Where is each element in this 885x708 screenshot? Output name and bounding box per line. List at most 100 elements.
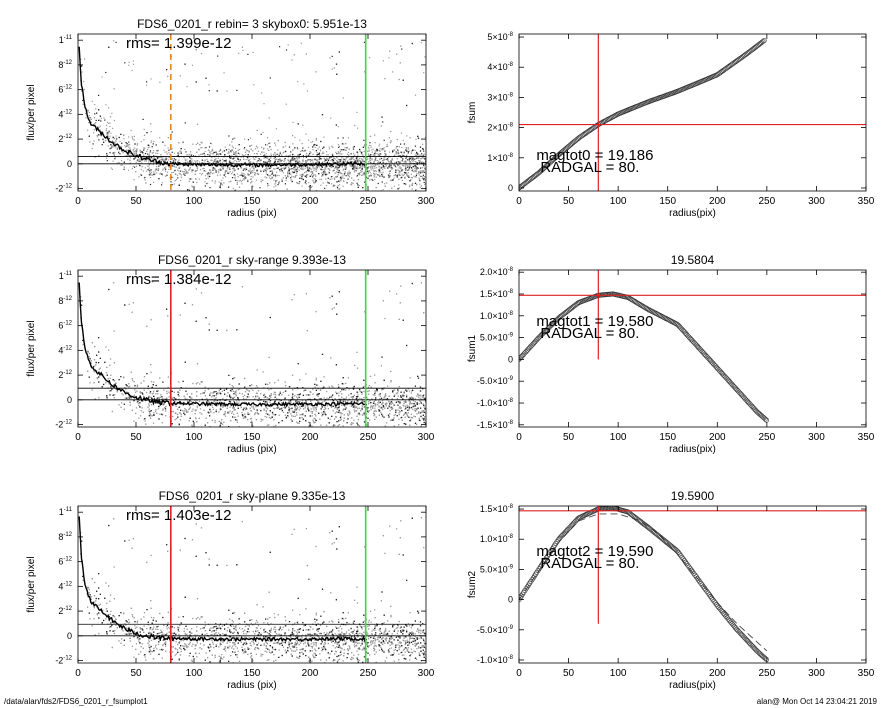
pixel-point xyxy=(294,175,297,177)
pixel-point xyxy=(153,140,155,143)
pixel-point xyxy=(305,171,307,173)
pixel-point xyxy=(292,135,294,137)
pixel-point xyxy=(315,170,317,172)
pixel-point xyxy=(403,183,405,185)
pixel-point xyxy=(172,165,174,167)
pixel-point xyxy=(376,148,378,150)
pixel-point xyxy=(184,63,186,65)
pixel-point xyxy=(423,166,425,168)
pixel-point xyxy=(416,162,418,164)
pixel-point xyxy=(326,151,328,153)
pixel-point xyxy=(215,169,217,171)
pixel-point xyxy=(292,194,293,195)
pixel-point xyxy=(411,169,413,172)
pixel-point xyxy=(252,171,254,173)
pixel-point xyxy=(246,150,248,152)
pixel-point xyxy=(362,172,364,175)
pixel-point xyxy=(363,181,366,183)
pixel-point xyxy=(98,154,100,157)
pixel-point xyxy=(263,161,266,164)
growth-curve-point xyxy=(761,38,767,44)
pixel-point xyxy=(188,162,190,164)
pixel-point xyxy=(252,176,254,178)
pixel-point xyxy=(148,160,150,162)
pixel-point xyxy=(274,142,276,144)
pixel-point xyxy=(132,149,134,151)
pixel-point xyxy=(270,178,272,180)
pixel-point xyxy=(334,199,335,200)
pixel-point xyxy=(299,161,301,163)
pixel-point xyxy=(412,160,415,162)
pixel-point xyxy=(371,159,373,161)
pixel-point xyxy=(417,156,419,158)
pixel-point xyxy=(379,143,381,145)
pixel-point xyxy=(113,152,115,154)
pixel-point xyxy=(171,158,173,160)
pixel-point xyxy=(289,160,292,162)
pixel-point xyxy=(234,177,236,179)
pixel-point xyxy=(205,431,206,432)
pixel-point xyxy=(340,175,342,177)
pixel-point xyxy=(329,57,331,59)
pixel-point xyxy=(375,186,377,189)
pixel-point xyxy=(411,150,413,152)
pixel-point xyxy=(178,159,180,161)
pixel-point xyxy=(190,158,192,160)
pixel-point xyxy=(333,160,335,162)
pixel-point xyxy=(336,156,338,158)
pixel-point xyxy=(276,180,278,182)
pixel-point xyxy=(154,173,156,175)
pixel-point xyxy=(422,171,424,173)
pixel-point xyxy=(324,167,326,169)
pixel-point xyxy=(354,171,356,173)
pixel-point xyxy=(217,174,219,176)
pixel-point xyxy=(344,159,346,161)
pixel-point xyxy=(290,173,292,175)
pixel-point xyxy=(108,122,110,124)
pixel-point xyxy=(385,153,387,155)
pixel-point xyxy=(229,157,231,159)
pixel-point xyxy=(372,162,375,164)
pixel-point xyxy=(401,164,403,166)
pixel-point xyxy=(380,175,382,177)
pixel-point xyxy=(216,163,218,166)
pixel-point xyxy=(152,164,154,166)
pixel-point xyxy=(381,163,383,165)
pixel-point xyxy=(306,152,308,154)
x-tick-label: 300 xyxy=(808,196,825,207)
pixel-point xyxy=(279,153,281,155)
pixel-point xyxy=(252,167,255,169)
y-tick-mantissa: 3×10 xyxy=(487,92,507,102)
pixel-point xyxy=(393,149,395,151)
pixel-point xyxy=(293,159,295,161)
pixel-point xyxy=(351,167,354,169)
pixel-point xyxy=(222,158,224,160)
pixel-point xyxy=(284,440,285,441)
pixel-point xyxy=(400,177,402,179)
pixel-point xyxy=(278,159,281,161)
pixel-point xyxy=(235,152,237,154)
pixel-point xyxy=(382,121,384,123)
pixel-point xyxy=(371,151,373,153)
pixel-point xyxy=(327,154,329,156)
pixel-point xyxy=(107,135,109,138)
pixel-point xyxy=(275,171,278,173)
growth-curve-point xyxy=(760,38,766,44)
pixel-point xyxy=(338,180,340,182)
pixel-point xyxy=(167,137,169,139)
pixel-point xyxy=(306,174,308,176)
pixel-point xyxy=(135,154,137,156)
pixel-point xyxy=(169,165,171,167)
pixel-point xyxy=(191,158,193,160)
pixel-point xyxy=(294,166,296,168)
pixel-point xyxy=(373,176,376,178)
pixel-point xyxy=(336,186,339,188)
pixel-point xyxy=(183,171,185,173)
pixel-point xyxy=(305,154,307,156)
pixel-point xyxy=(185,172,187,174)
pixel-point xyxy=(396,174,398,176)
pixel-point xyxy=(223,182,225,184)
pixel-point xyxy=(233,157,236,159)
pixel-point xyxy=(133,179,135,181)
